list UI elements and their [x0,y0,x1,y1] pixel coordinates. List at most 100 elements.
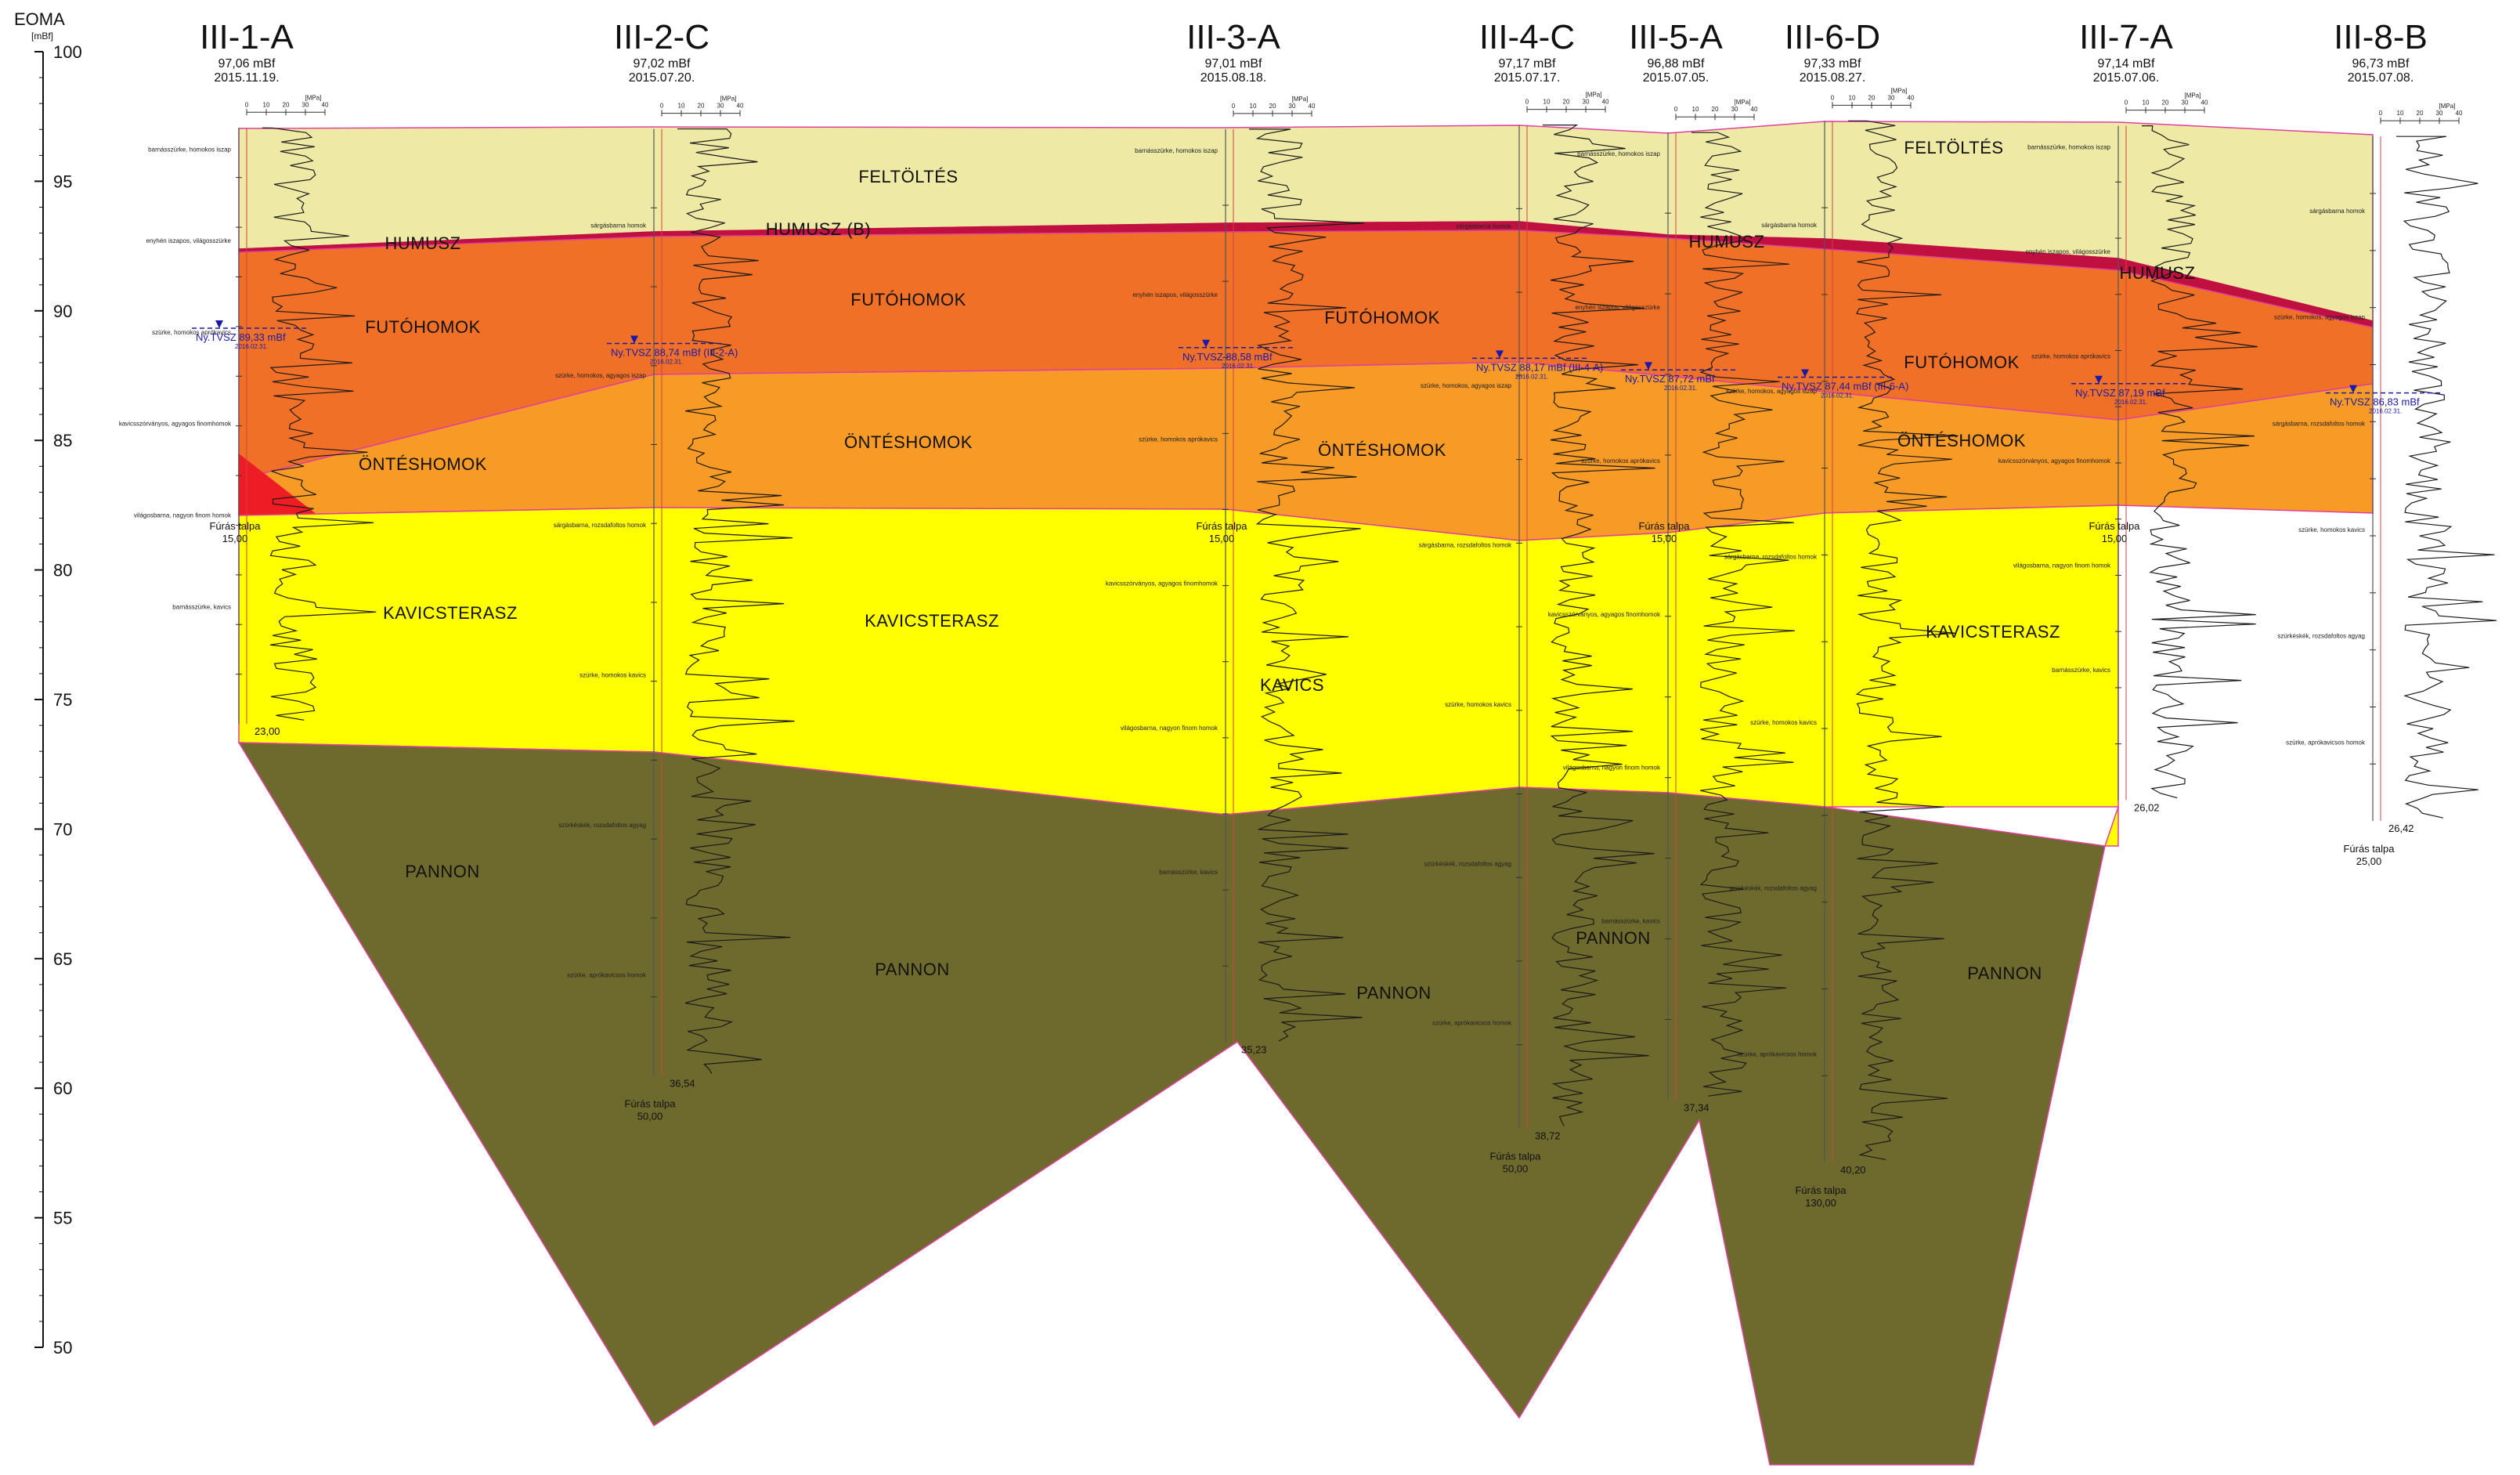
layer-description: szürkéskék, rozsdafoltos agyag [1729,885,1817,892]
cpt-scale-unit: [MPa] [1735,99,1751,106]
layer-description: sárgásbarna, rozsdafoltos homok [1419,541,1512,548]
cpt-log-line [1248,128,1365,1042]
furas-talpa-value: 15,00 [222,533,248,544]
cpt-scale-label: 30 [1888,94,1895,101]
layer-label-pannon: PANNON [1967,963,2042,983]
layer-description: szürke, aprókavicsos homok [567,972,647,979]
layer-description: barnásszürke, homokos iszap [1135,147,1218,154]
cpt-scale-label: 10 [1543,99,1551,106]
layer-description: barnásszürke, homokos iszap [2027,144,2110,151]
axis-tick-label: 90 [53,302,72,321]
layer-description: barnásszürke, homokos iszap [148,146,231,153]
water-level-icon [1496,350,1504,359]
layer-description: szürke, homokos, agyagos iszap [1421,382,1512,389]
cpt-scale-label: 40 [737,103,744,110]
axis-title: EOMA [14,9,65,29]
water-level-label: Ny.TVSZ 89,33 mBf [196,331,286,343]
cpt-log-line [1691,132,1795,1097]
cpt-scale-label: 40 [1908,94,1915,101]
layer-label-futohomok: FUTÓHOMOK [1324,308,1440,327]
layer-description: kavicsszórványos, agyagos finomhomok [1548,611,1661,618]
furas-talpa-label: Fúrás talpa [2089,520,2140,532]
furas-talpa-label: Fúrás talpa [624,1097,676,1109]
cpt-log-line [1542,124,1655,1126]
layer-label-onteshomok: ÖNTÉSHOMOK [359,454,487,474]
axis-tick-label: 60 [53,1079,72,1098]
layer-description: szürke, homokos, agyagos iszap [1726,388,1818,395]
layer-label-pannon: PANNON [1356,983,1431,1003]
borehole-depth-label: 36,54 [670,1077,695,1089]
layer-description: szürke, homokos kavics [2298,526,2365,533]
layer-label-humusz: HUMUSZ [1688,232,1764,251]
cpt-log-line [677,128,795,1074]
borehole-name: III-6-D [1785,18,1880,56]
cpt-log-line [1847,120,1959,1160]
borehole-date: 2015.08.18. [1200,71,1267,85]
cpt-scale-label: 20 [1868,94,1876,101]
layer-label-kavicsterasz: KAVICSTERASZ [1926,622,2060,642]
borehole-depth-label: 37,34 [1684,1101,1709,1113]
cpt-scale-label: 20 [2162,99,2169,107]
borehole-depth-label: 35,23 [1241,1043,1267,1055]
layer-description: enyhén iszapos, világosszürke [2025,248,2110,255]
borehole-depth-label: 40,20 [1840,1164,1866,1176]
layer-label-futohomok: FUTÓHOMOK [850,290,966,309]
cpt-scale-unit: [MPa] [1586,92,1602,99]
borehole-date: 2015.07.20. [629,71,695,85]
borehole-name: III-5-A [1629,18,1723,56]
layer-label-onteshomok: ÖNTÉSHOMOK [1318,440,1446,460]
water-level-label: Ny.TVSZ 87,72 mBf [1625,373,1715,385]
water-level-label: Ny.TVSZ 87,19 mBf [2075,387,2165,399]
axis-tick-label: 100 [53,42,82,62]
layer-description: kavicsszórványos, agyagos finomhomok [1106,580,1218,587]
borehole-date: 2015.07.08. [2348,71,2414,85]
layer-description: szürke, homokos kavics [1445,701,1511,708]
layer-description: barnásszürke, kavics [1601,918,1660,925]
water-level-label: Ny.TVSZ 88,17 mBf (III-4-A) [1476,361,1603,373]
cpt-scale-label: 10 [1849,94,1856,101]
water-level-icon [1644,362,1652,371]
layer-label-pannon: PANNON [1576,928,1651,948]
layer-description: barnásszürke, homokos iszap [1577,150,1660,157]
cpt-scale-label: 30 [1731,106,1738,113]
cpt-scale-unit: [MPa] [2439,103,2456,110]
cpt-scale-label: 0 [1831,94,1835,101]
cpt-scale-label: 0 [1232,103,1236,110]
cpt-scale-label: 0 [2125,99,2128,107]
borehole-date: 2015.07.05. [1643,71,1709,85]
layer-description: szürke, homokos kavics [579,672,646,679]
cpt-log-line [2141,125,2258,799]
layer-description: barnásszürke, kavics [1159,869,1218,876]
cpt-scale-label: 20 [1712,106,1719,113]
borehole-elevation: 97,01 mBf [1205,57,1262,70]
water-level-date: 2016.02.31. [235,343,268,350]
borehole-depth-label: 26,02 [2134,801,2160,813]
layer-description: szürkéskék, rozsdafoltos agyag [558,822,646,829]
axis-tick-label: 75 [53,690,72,710]
water-level-label: Ny.TVSZ 86,83 mBf [2330,396,2420,408]
water-level-label: Ny.TVSZ 88,58 mBf [1182,351,1273,363]
cpt-scale-unit: [MPa] [1292,96,1309,103]
layer-description: sárgásbarna, rozsdafoltos homok [554,522,647,529]
layer-description: szürke, homokos, agyagos iszap [555,372,647,379]
layer-label-kavics: KAVICS [1260,675,1324,695]
cpt-scale-label: 40 [1309,103,1316,110]
layer-description: szürke, homokos aprókavics [152,329,231,336]
water-level-label: Ny.TVSZ 88,74 mBf (III-2-A) [611,346,738,358]
layer-label-humusz: HUMUSZ [2119,263,2195,283]
water-level-date: 2016.02.31. [1821,392,1854,399]
cpt-scale-unit: [MPa] [305,94,322,101]
water-level-icon [2349,385,2357,393]
borehole-date: 2015.11.19. [214,71,279,85]
water-level-label: Ny.TVSZ 87,44 mBf (III-6-A) [1782,380,1908,392]
layer-description: szürke, homokos aprókavics [1139,436,1218,443]
cpt-scale-label: 0 [1674,106,1678,113]
cpt-scale-label: 0 [1525,99,1529,106]
layer-description: szürke, aprókavicsos homok [2286,739,2366,746]
layer-description: világosbarna, nagyon finom homok [2013,562,2111,569]
cpt-scale-label: 30 [2182,99,2189,107]
